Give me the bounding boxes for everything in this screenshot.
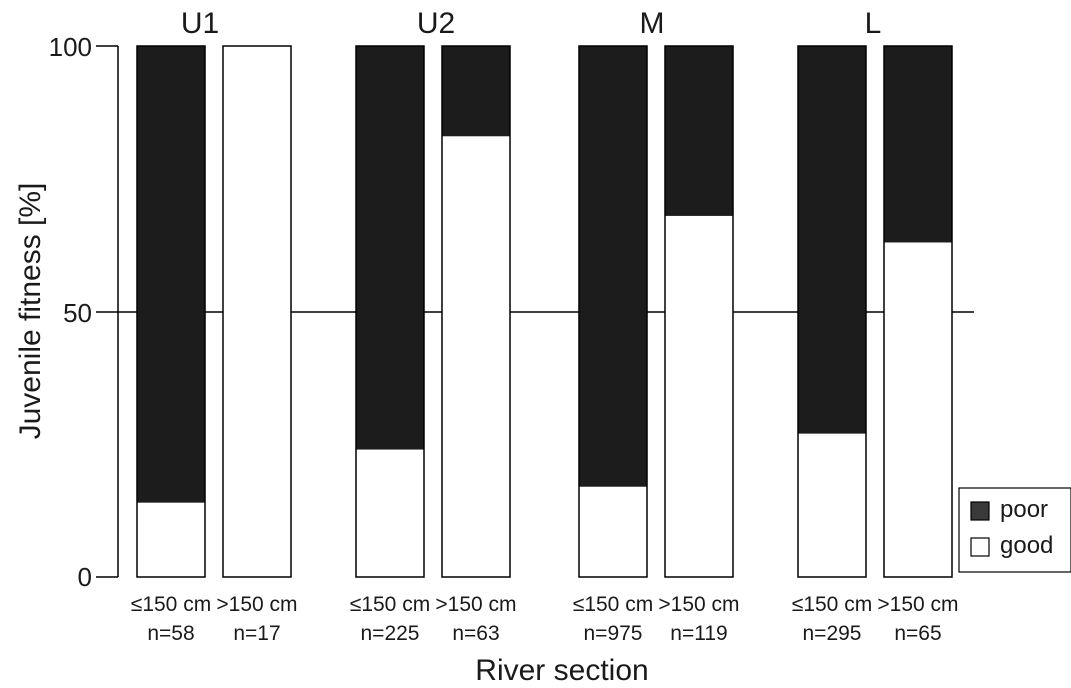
x-axis-label: River section xyxy=(475,654,648,687)
bar-poor-u2-gt150 xyxy=(442,46,510,137)
bar-outline-m-gt150 xyxy=(664,45,734,578)
x-tick-label-u1-le150: ≤150 cm xyxy=(131,593,211,616)
bar-outline-l-gt150 xyxy=(883,45,953,578)
group-label-u2: U2 xyxy=(417,7,455,40)
sample-size-label-m-gt150: n=119 xyxy=(670,622,727,645)
bar-good-u2-gt150 xyxy=(442,136,510,577)
legend-swatch-poor xyxy=(970,501,990,521)
bar-good-m-gt150 xyxy=(665,215,733,578)
y-axis-label: Juvenile fitness [%] xyxy=(14,183,47,440)
sample-size-label-l-gt150: n=65 xyxy=(894,622,941,645)
y-tick-label-50: 50 xyxy=(63,298,92,328)
category-labels: ≤150 cm n=58 >150 cm n=17 ≤150 cm n=225 >150 c… xyxy=(131,593,959,645)
bar-outline-u1-le150 xyxy=(136,45,206,578)
bars xyxy=(136,45,953,578)
legend: poor good xyxy=(958,487,1071,573)
bar-good-u1-le150 xyxy=(137,502,205,577)
bar-outline-u1-gt150 xyxy=(222,45,292,578)
bar-poor-m-le150 xyxy=(579,46,647,487)
y-tick-label-100: 100 xyxy=(49,32,92,62)
bar-good-u2-le150 xyxy=(356,449,424,577)
bar-outline-u2-gt150 xyxy=(441,45,511,578)
sample-size-label-m-le150: n=975 xyxy=(584,622,643,645)
group-labels: U1 U2 M L xyxy=(181,7,882,40)
bar-good-l-le150 xyxy=(798,433,866,577)
bar-outline-l-le150 xyxy=(797,45,867,578)
axes: 100 50 0 Juvenile fitness [%] River sect… xyxy=(14,32,974,687)
y-tick-label-0: 0 xyxy=(78,562,92,592)
x-tick-label-m-gt150: >150 cm xyxy=(658,593,739,616)
group-label-l: L xyxy=(865,7,882,40)
bar-poor-l-gt150 xyxy=(884,46,952,243)
bar-poor-l-le150 xyxy=(798,46,866,434)
x-tick-label-l-gt150: >150 cm xyxy=(877,593,958,616)
sample-size-label-u2-gt150: n=63 xyxy=(452,622,499,645)
bar-poor-u2-le150 xyxy=(356,46,424,450)
group-label-u1: U1 xyxy=(181,7,219,40)
x-tick-label-u2-le150: ≤150 cm xyxy=(350,593,430,616)
bar-outline-m-le150 xyxy=(578,45,648,578)
x-tick-label-m-le150: ≤150 cm xyxy=(573,593,653,616)
x-tick-label-l-le150: ≤150 cm xyxy=(792,593,872,616)
sample-size-label-u2-le150: n=225 xyxy=(361,622,420,645)
bar-good-l-gt150 xyxy=(884,242,952,577)
bar-good-m-le150 xyxy=(579,486,647,577)
bar-good-u1-gt150 xyxy=(223,46,291,577)
x-tick-label-u1-gt150: >150 cm xyxy=(216,593,297,616)
x-tick-label-u2-gt150: >150 cm xyxy=(435,593,516,616)
group-label-m: M xyxy=(640,7,665,40)
legend-label-poor: poor xyxy=(1000,496,1048,523)
legend-label-good: good xyxy=(1000,532,1053,559)
bar-poor-u1-le150 xyxy=(137,46,205,503)
sample-size-label-u1-gt150: n=17 xyxy=(233,622,280,645)
bar-poor-m-gt150 xyxy=(665,46,733,216)
bar-outline-u2-le150 xyxy=(355,45,425,578)
sample-size-label-l-le150: n=295 xyxy=(803,622,862,645)
sample-size-label-u1-le150: n=58 xyxy=(147,622,194,645)
legend-swatch-good xyxy=(970,537,990,557)
